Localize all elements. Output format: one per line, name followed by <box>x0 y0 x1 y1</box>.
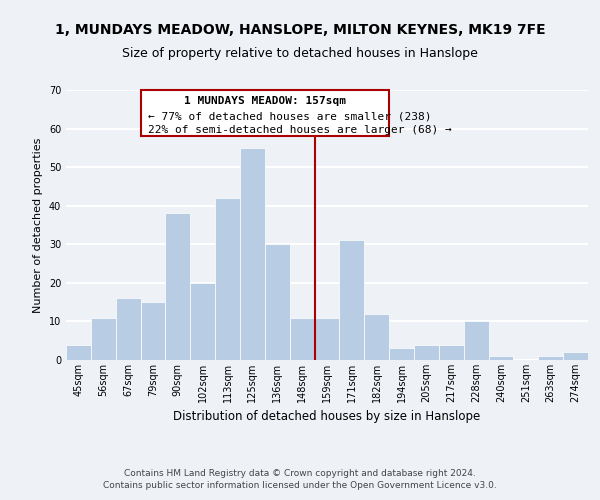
X-axis label: Distribution of detached houses by size in Hanslope: Distribution of detached houses by size … <box>173 410 481 424</box>
Text: Size of property relative to detached houses in Hanslope: Size of property relative to detached ho… <box>122 48 478 60</box>
Bar <box>290 318 314 360</box>
Bar <box>215 198 240 360</box>
Bar <box>439 344 464 360</box>
Bar <box>563 352 588 360</box>
Bar <box>66 344 91 360</box>
Bar <box>538 356 563 360</box>
Bar <box>340 240 364 360</box>
Bar <box>140 302 166 360</box>
Text: Contains HM Land Registry data © Crown copyright and database right 2024.
Contai: Contains HM Land Registry data © Crown c… <box>103 468 497 490</box>
Text: 1, MUNDAYS MEADOW, HANSLOPE, MILTON KEYNES, MK19 7FE: 1, MUNDAYS MEADOW, HANSLOPE, MILTON KEYN… <box>55 22 545 36</box>
Bar <box>488 356 514 360</box>
Bar <box>116 298 140 360</box>
Bar <box>91 318 116 360</box>
Bar <box>364 314 389 360</box>
Bar <box>389 348 414 360</box>
Bar <box>314 318 340 360</box>
Bar <box>240 148 265 360</box>
Y-axis label: Number of detached properties: Number of detached properties <box>33 138 43 312</box>
Bar <box>464 322 488 360</box>
Bar <box>190 283 215 360</box>
Bar <box>140 90 389 136</box>
Bar <box>414 344 439 360</box>
Text: ← 77% of detached houses are smaller (238): ← 77% of detached houses are smaller (23… <box>148 111 431 121</box>
Bar <box>166 214 190 360</box>
Text: 1 MUNDAYS MEADOW: 157sqm: 1 MUNDAYS MEADOW: 157sqm <box>184 96 346 106</box>
Bar <box>265 244 290 360</box>
Text: 22% of semi-detached houses are larger (68) →: 22% of semi-detached houses are larger (… <box>148 124 452 134</box>
